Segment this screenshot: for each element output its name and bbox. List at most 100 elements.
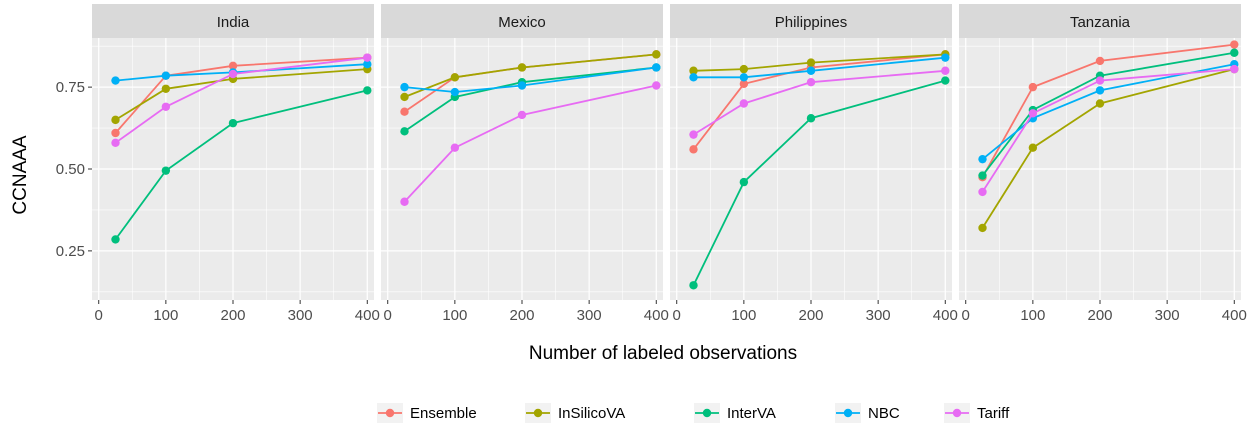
data-point-interva	[1230, 48, 1239, 57]
facet-panel-tanzania: Tanzania 0 100 200 300 400	[959, 4, 1247, 324]
data-point-tariff	[161, 102, 171, 111]
series-line-insilicova	[981, 68, 1235, 229]
series-line-insilicova	[404, 53, 657, 98]
x-tick-label: 100	[1020, 307, 1045, 324]
x-tick-label: 100	[442, 307, 467, 324]
series-line-interva	[692, 79, 946, 286]
data-point-tariff	[1028, 109, 1038, 118]
data-point-tariff	[517, 110, 527, 120]
legend-label: NBC	[868, 405, 900, 422]
data-point-insilicova	[400, 92, 409, 102]
legend-item-ensemble: Ensemble	[377, 403, 477, 423]
data-point-insilicova	[1028, 143, 1038, 152]
series-line-insilicova	[115, 68, 368, 121]
x-tick-label: 400	[355, 307, 380, 324]
data-point-ensemble	[1028, 82, 1038, 92]
series-line-nbc	[404, 66, 657, 93]
data-point-interva	[228, 118, 238, 128]
x-tick-label: 0	[384, 307, 392, 324]
legend-item-tariff: Tariff	[944, 403, 1010, 423]
legend-key-point	[533, 408, 543, 418]
facet-panel-philippines: Philippines 0 100 200 300 400	[670, 4, 958, 324]
data-point-interva	[161, 166, 171, 175]
facet-strip	[670, 4, 952, 38]
facet-strip-label: Tanzania	[1070, 14, 1131, 31]
data-point-nbc	[652, 63, 661, 72]
legend-key-point	[385, 408, 395, 418]
data-point-tariff	[1230, 64, 1239, 74]
data-point-nbc	[1095, 86, 1105, 95]
x-tick-label: 200	[798, 307, 823, 324]
series-line-interva	[114, 89, 368, 240]
data-point-nbc	[806, 66, 816, 75]
data-point-tariff	[806, 78, 816, 87]
data-point-nbc	[739, 73, 749, 82]
data-point-tariff	[228, 69, 238, 79]
x-tick-label: 100	[153, 307, 178, 324]
data-point-tariff	[400, 197, 409, 206]
data-point-interva	[739, 177, 749, 187]
data-point-interva	[689, 281, 698, 290]
legend-item-nbc: NBC	[835, 403, 900, 423]
x-tick-label: 200	[1087, 307, 1112, 324]
facet-strip-label: India	[217, 14, 250, 31]
data-point-ensemble	[739, 79, 749, 89]
series-line-nbc	[115, 63, 368, 82]
x-tick-label: 0	[962, 307, 970, 324]
data-point-nbc	[941, 53, 950, 62]
data-point-tariff	[941, 66, 950, 75]
data-point-tariff	[450, 143, 460, 152]
data-point-nbc	[450, 87, 460, 97]
facet-strip	[92, 4, 374, 38]
x-tick-label: 0	[673, 307, 681, 324]
data-point-interva	[111, 235, 120, 244]
series-line-tariff	[403, 84, 657, 203]
data-point-ensemble	[1095, 56, 1105, 66]
data-point-tariff	[689, 130, 698, 139]
series-line-tariff	[114, 56, 368, 144]
facet-strip	[381, 4, 663, 38]
data-point-insilicova	[739, 64, 749, 74]
legend: Ensemble InSilicoVA InterVA NBC Tariff	[377, 403, 1010, 423]
data-point-nbc	[400, 82, 409, 92]
data-point-ensemble	[1230, 40, 1239, 49]
data-point-insilicova	[652, 50, 661, 59]
data-point-insilicova	[978, 223, 987, 233]
data-point-interva	[363, 86, 372, 95]
legend-key-point	[843, 408, 853, 418]
series-line-interva	[981, 51, 1235, 177]
data-point-tariff	[739, 99, 749, 108]
data-point-interva	[806, 114, 816, 123]
series-line-nbc	[981, 63, 1235, 160]
series-line-tariff	[693, 69, 946, 136]
x-tick-label: 100	[731, 307, 756, 324]
legend-item-insilicova: InSilicoVA	[525, 403, 625, 423]
data-point-insilicova	[111, 115, 120, 125]
legend-label: InterVA	[727, 405, 776, 422]
x-tick-label: 300	[288, 307, 313, 324]
data-point-nbc	[161, 71, 171, 80]
data-point-ensemble	[689, 145, 698, 154]
data-point-insilicova	[517, 63, 527, 72]
x-axis-title: Number of labeled observations	[529, 343, 797, 364]
data-point-tariff	[978, 187, 987, 197]
data-point-nbc	[689, 73, 698, 82]
legend-label: Ensemble	[410, 405, 477, 422]
y-tick-label: 0.75	[56, 79, 85, 96]
x-tick-label: 300	[866, 307, 891, 324]
data-point-insilicova	[161, 84, 171, 93]
legend-label: Tariff	[977, 405, 1010, 422]
x-tick-label: 400	[1222, 307, 1247, 324]
data-point-insilicova	[806, 58, 816, 67]
x-tick-label: 400	[644, 307, 669, 324]
x-tick-label: 200	[220, 307, 245, 324]
data-point-interva	[400, 127, 409, 136]
x-tick-label: 0	[95, 307, 103, 324]
x-tick-label: 400	[933, 307, 958, 324]
x-tick-label: 200	[509, 307, 534, 324]
data-point-nbc	[363, 59, 372, 69]
data-point-nbc	[111, 76, 120, 85]
x-tick-label: 300	[1155, 307, 1180, 324]
data-point-ensemble	[111, 128, 120, 138]
